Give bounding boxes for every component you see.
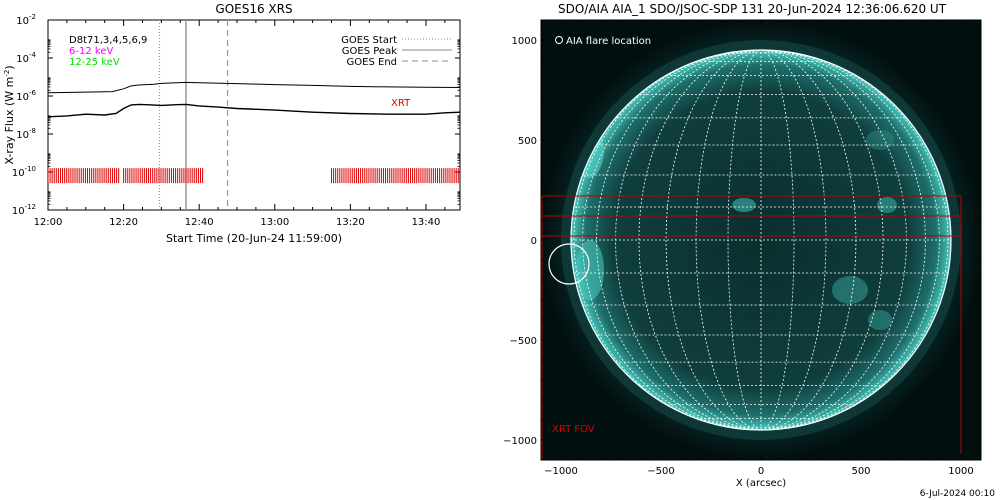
aia-y-tick-label: 1000 — [512, 36, 537, 47]
aia-image-layer — [541, 40, 962, 460]
aia-active-region — [832, 276, 868, 304]
xrs-data-layer — [48, 20, 460, 210]
aia-xrt-fov-label: XRT FOV — [552, 424, 595, 435]
xrs-x-tick-label: 12:40 — [185, 217, 214, 228]
aia-grid-longitude — [695, 49, 762, 431]
xrs-plot-frame — [47, 19, 461, 211]
xrs-legend-goes-end-label: GOES End — [347, 57, 397, 68]
aia-legend-label: AIA flare location — [566, 36, 651, 47]
xrs-legend-item-12-25: 12-25 keV — [69, 57, 120, 68]
aia-grid-longitude — [760, 49, 857, 431]
aia-y-axis: 1000 500 0 −500 −1000 — [503, 36, 981, 447]
aia-grid-longitude — [760, 49, 827, 431]
xrs-y-tick-label: 10-6 — [16, 89, 36, 103]
xrs-series-line — [48, 103, 460, 118]
aia-x-axis-label: X (arcsec) — [736, 478, 786, 489]
xrs-title: GOES16 XRS — [215, 2, 292, 16]
xrs-legend-title: D8t71,3,4,5,6,9 — [69, 35, 147, 46]
aia-grid-longitude — [760, 49, 949, 431]
aia-y-tick-label: −500 — [510, 336, 537, 347]
aia-active-region — [868, 310, 892, 330]
xrs-y-tick-label: 10-12 — [12, 203, 36, 217]
xrs-y-axis-label: X-ray Flux (W m-2) — [3, 65, 16, 164]
aia-y-tick-label: 500 — [518, 136, 537, 147]
aia-y-tick-label: 0 — [531, 236, 537, 247]
aia-grid-longitude — [760, 49, 884, 431]
aia-heliographic-grid — [571, 49, 951, 431]
xrs-x-tick-label: 13:20 — [336, 217, 365, 228]
aia-y-tick-label: −1000 — [503, 436, 537, 447]
aia-x-tick-label: −1000 — [544, 466, 578, 477]
aia-active-region — [576, 240, 604, 300]
xrs-series-line — [48, 81, 460, 94]
aia-active-region — [866, 130, 894, 150]
aia-xrt-fov-boxes — [541, 195, 962, 460]
aia-legend-marker — [555, 36, 563, 44]
aia-x-tick-label: 500 — [851, 466, 870, 477]
aia-grid-longitude — [573, 49, 762, 431]
xrs-xrt-label: XRT — [391, 98, 411, 109]
xrs-y-tick-label: 10-8 — [16, 127, 36, 141]
aia-x-axis: −1000 −500 0 500 1000 — [544, 20, 974, 477]
aia-x-tick-label: −500 — [647, 466, 674, 477]
xrs-legend-goes-peak-label: GOES Peak — [342, 46, 397, 57]
aia-flare-location-circle — [548, 243, 590, 285]
aia-x-tick-label: 1000 — [948, 466, 973, 477]
aia-active-region — [732, 198, 756, 212]
xrs-x-axis-label: Start Time (20-Jun-24 11:59:00) — [166, 232, 342, 245]
xrs-y-tick-label: 10-10 — [12, 165, 36, 179]
aia-active-region — [877, 197, 897, 213]
aia-grid-longitude — [760, 49, 907, 431]
aia-grid-longitude — [665, 49, 762, 431]
xrs-x-tick-label: 13:00 — [260, 217, 289, 228]
xrs-x-tick-label: 13:40 — [412, 217, 441, 228]
aia-grid-longitude — [760, 49, 795, 431]
xrs-x-tick-label: 12:20 — [109, 217, 138, 228]
aia-title: SDO/AIA AIA_1 SDO/JSOC-SDP 131 20-Jun-20… — [558, 2, 947, 16]
footer-date: 6-Jul-2024 00:10 — [920, 489, 996, 499]
aia-grid-longitude — [727, 49, 762, 431]
aia-panel: SDO/AIA AIA_1 SDO/JSOC-SDP 131 20-Jun-20… — [503, 2, 982, 489]
xrs-x-axis: 12:00 12:20 12:40 13:00 13:20 13:40 — [34, 20, 446, 228]
aia-grid-longitude — [760, 49, 940, 431]
xrs-y-tick-label: 10-4 — [16, 51, 36, 65]
xrs-y-tick-label: 10-2 — [16, 13, 36, 27]
aia-xrt-fov-box — [541, 195, 962, 217]
aia-x-tick-label: 0 — [758, 466, 764, 477]
xrs-legend-item-6-12: 6-12 keV — [69, 46, 113, 57]
xrs-legend-goes-start-label: GOES Start — [341, 35, 397, 46]
aia-grid-longitude — [638, 49, 762, 431]
xrs-x-tick-label: 12:00 — [34, 217, 63, 228]
aia-grid-longitude — [615, 49, 762, 431]
aia-grid-longitude — [582, 49, 762, 431]
xrs-panel: GOES16 XRS 10-2 10-4 10-6 10-8 10-10 10-12 12… — [3, 2, 461, 245]
aia-xrt-fov-box — [541, 235, 962, 460]
aia-solar-limb — [570, 49, 952, 431]
